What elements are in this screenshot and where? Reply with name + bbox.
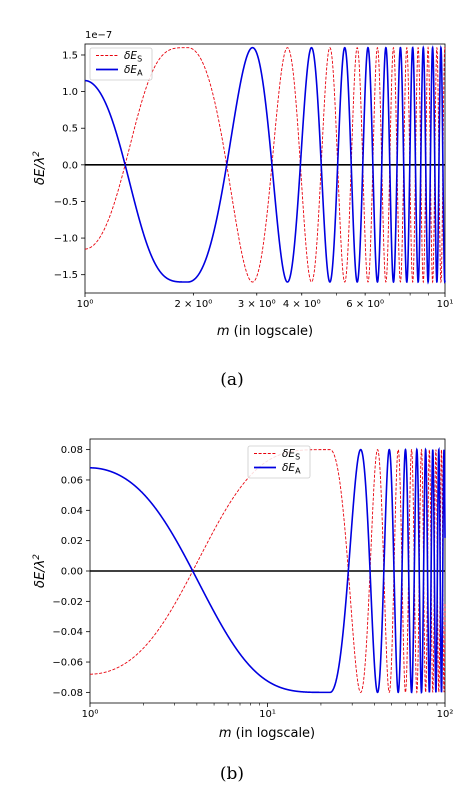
x-tick-label: 2 × 10⁰ [174, 299, 212, 310]
y-tick-label: 0.00 [61, 567, 83, 578]
y-tick-label: 1.0 [62, 87, 78, 98]
x-tick-label: 4 × 10⁰ [283, 299, 321, 310]
plot-frame-a [84, 43, 446, 294]
ticks-a: 10⁰ 2 × 10⁰ 3 × 10⁰ 4 × 10⁰ 6 × 10⁰ 10¹ 1.5 1.0… [54, 50, 454, 310]
series-b-delta-ea [90, 446, 446, 694]
y-offset-label-a: 1e−7 [85, 30, 112, 41]
chart-panel-a: 10⁰ 2 × 10⁰ 3 × 10⁰ 4 × 10⁰ 6 × 10⁰ 10¹ 1.5 1.0… [32, 30, 453, 390]
legend-label: δEA [282, 462, 301, 476]
legend-box [89, 47, 153, 81]
legend-label: δES [282, 448, 300, 462]
y-tick-label: 0.04 [61, 506, 83, 517]
y-tick-label: 0.5 [62, 124, 78, 135]
x-tick-label: 10⁰ [82, 709, 99, 720]
x-tick-label: 10² [437, 709, 454, 720]
y-tick-label: 0.0 [62, 160, 78, 171]
caption-b: (b) [220, 764, 244, 784]
series-a-delta-es [85, 46, 446, 284]
y-tick-label: −0.02 [52, 597, 83, 608]
series-a-delta-ea [85, 44, 446, 285]
y-tick-label: −1.5 [54, 270, 78, 281]
ticks-b: 10⁰ 10¹ 10² 0.08 0.06 0.04 0.02 0.00 −0.02 −0.04 −… [52, 445, 453, 720]
x-tick-label: 10¹ [437, 299, 454, 310]
legend-label: δES [124, 50, 142, 64]
chart-panel-b: 10⁰ 10¹ 10² 0.08 0.06 0.04 0.02 0.00 −0.02 −0.04 −… [32, 438, 453, 784]
y-axis-label-a: δE/λ2 [32, 151, 48, 185]
legend-box [247, 445, 311, 479]
y-tick-label: −0.04 [52, 627, 83, 638]
y-tick-label: 1.5 [62, 50, 78, 61]
x-tick-label: 10⁰ [77, 299, 94, 310]
x-axis-label-a: m (in logscale) [217, 324, 313, 339]
y-tick-label: −1.0 [54, 234, 78, 245]
x-tick-label: 6 × 10⁰ [346, 299, 384, 310]
x-axis-label-b: m (in logscale) [219, 726, 315, 741]
y-tick-label: 0.06 [61, 475, 83, 486]
y-tick-label: 0.08 [61, 445, 83, 456]
x-tick-label: 3 × 10⁰ [238, 299, 276, 310]
caption-a: (a) [220, 370, 243, 390]
x-tick-label: 10¹ [259, 709, 276, 720]
y-axis-label-b: δE/λ2 [32, 554, 48, 588]
y-tick-label: −0.06 [52, 658, 83, 669]
y-tick-label: 0.02 [61, 536, 83, 547]
y-tick-label: −0.08 [52, 688, 83, 699]
legend-label: δEA [124, 64, 143, 78]
y-tick-label: −0.5 [54, 197, 78, 208]
